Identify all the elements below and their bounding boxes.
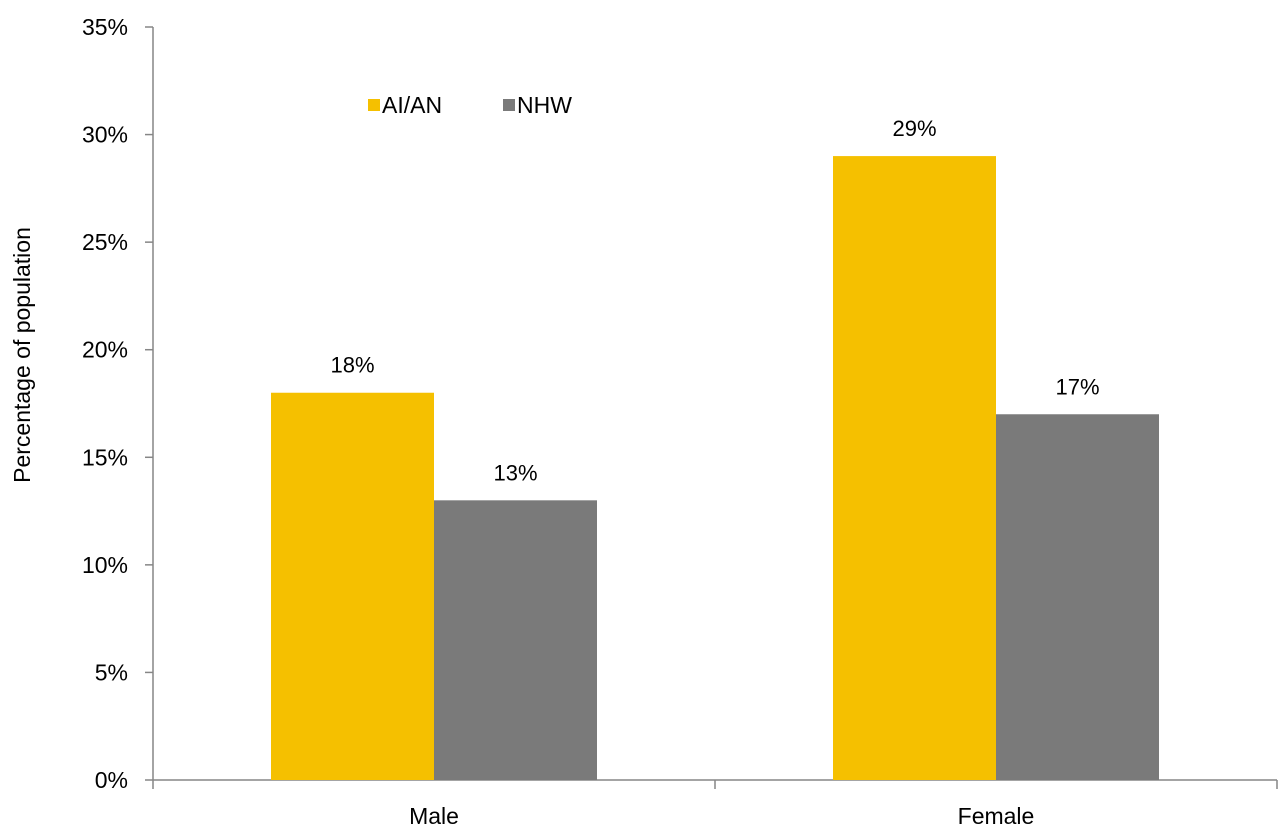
bar [434, 500, 597, 780]
y-axis-title: Percentage of population [9, 227, 35, 483]
bar [833, 156, 996, 781]
y-tick-label: 10% [82, 552, 128, 578]
x-category-label: Female [958, 803, 1035, 829]
legend-label: AI/AN [382, 92, 442, 118]
data-label: 13% [493, 460, 537, 485]
legend-swatch [503, 99, 515, 111]
data-label: 18% [330, 353, 374, 378]
bar [271, 392, 434, 780]
axes-layer: 0% 5% 10% 15% 20% 25% 30% 35% Male Female [82, 14, 1278, 829]
legend-swatch [368, 99, 380, 111]
labels-layer: 18% 13% 29% 17% [330, 116, 1099, 485]
data-label: 17% [1055, 374, 1099, 399]
bar [996, 414, 1159, 780]
data-label: 29% [892, 116, 936, 141]
y-tick-label: 25% [82, 229, 128, 255]
y-tick-label: 20% [82, 337, 128, 363]
bars-layer [271, 156, 1159, 781]
y-tick-label: 30% [82, 122, 128, 148]
y-tick-label: 5% [95, 659, 128, 685]
y-tick-label: 35% [82, 14, 128, 40]
y-tick-label: 15% [82, 444, 128, 470]
x-category-label: Male [409, 803, 459, 829]
y-tick-label: 0% [95, 767, 128, 793]
legend-label: NHW [517, 92, 572, 118]
legend: AI/AN NHW [368, 92, 572, 118]
